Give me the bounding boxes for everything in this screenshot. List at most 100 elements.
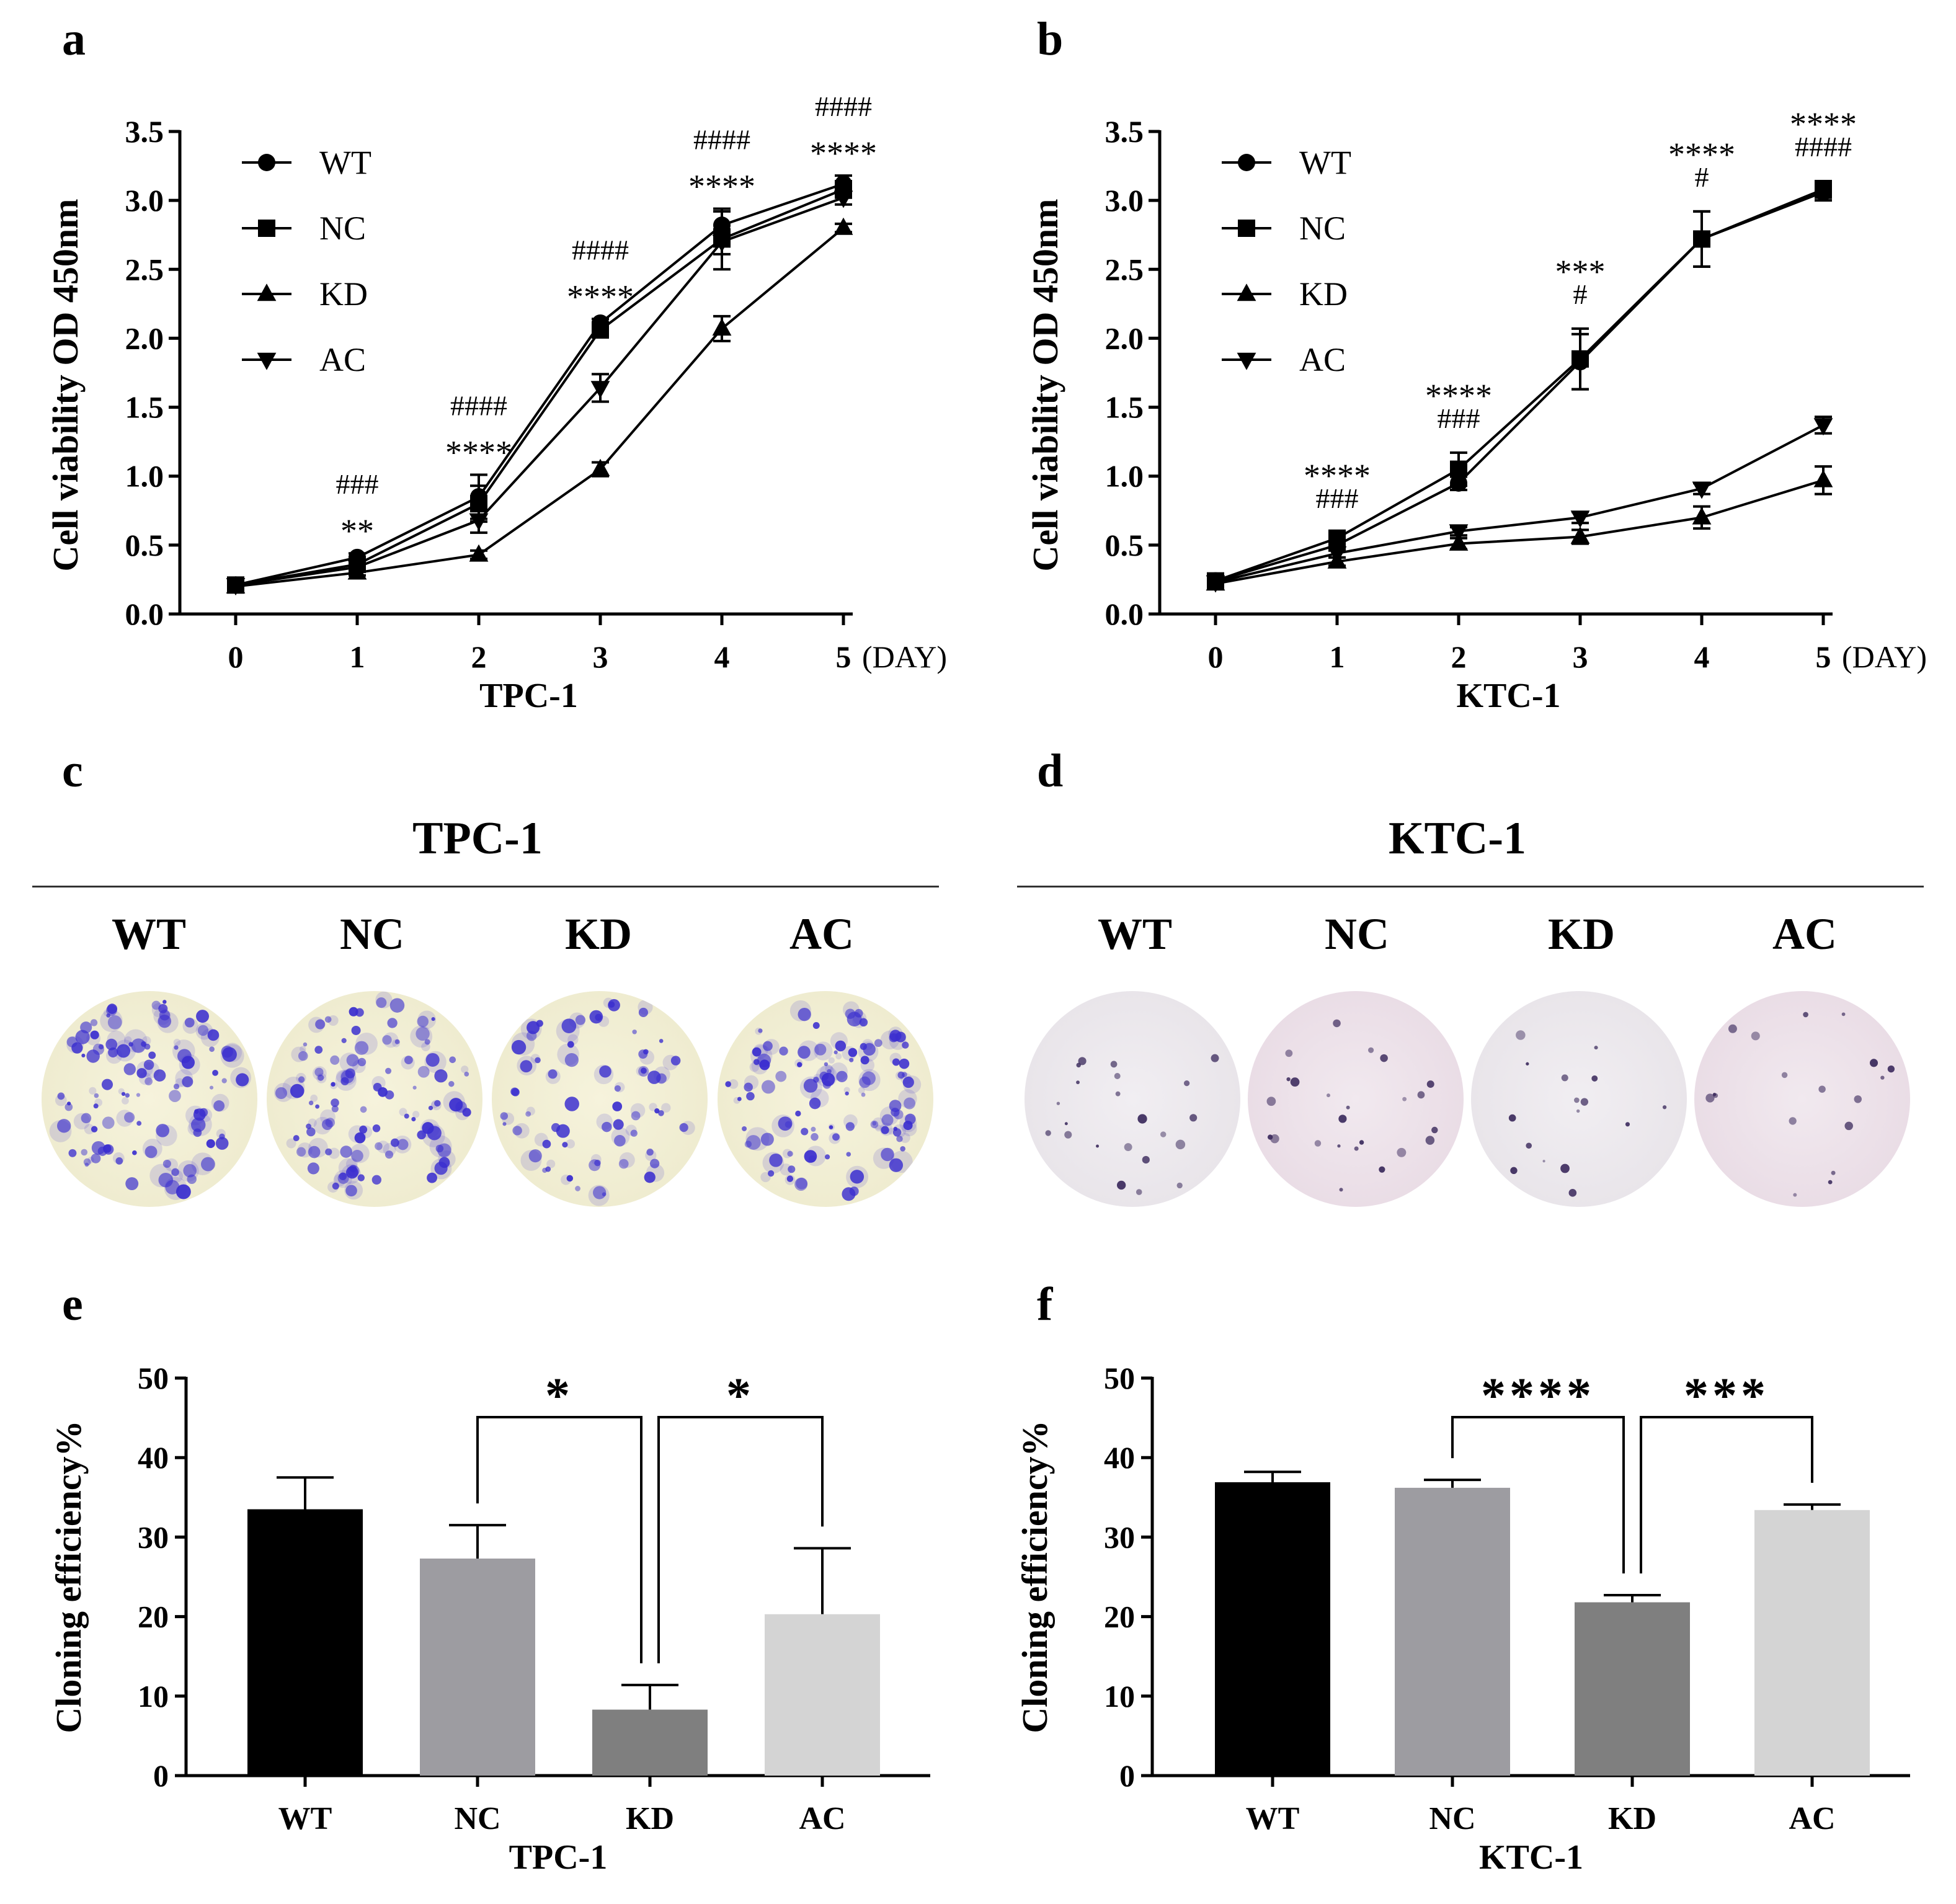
significance-label-e: * (726, 1369, 755, 1423)
y-tick-label-a: 2.5 (125, 252, 164, 287)
colony (812, 1022, 820, 1029)
legend-marker-b-nc (1238, 220, 1255, 237)
x-tick-label-b: 0 (1208, 639, 1224, 674)
colony (1594, 1046, 1598, 1050)
y-tick-label-b: 3.0 (1105, 183, 1144, 218)
colony (758, 1028, 763, 1033)
colony (548, 1069, 558, 1079)
significance-star-a: **** (445, 434, 512, 471)
colony (900, 1146, 905, 1152)
colony-halo (829, 1062, 848, 1081)
data-point-b-nc (1328, 529, 1346, 547)
colony (103, 1144, 112, 1153)
series-line-a-ac (235, 196, 844, 587)
colony-halo (546, 1159, 556, 1168)
colony (659, 1039, 664, 1043)
colony-halo (614, 1082, 625, 1093)
colony (215, 1137, 229, 1150)
colony-halo (118, 1088, 125, 1095)
y-tick-label-f: 30 (1104, 1519, 1135, 1554)
colony (654, 1108, 660, 1114)
bar-e-ac (765, 1614, 880, 1776)
colony-halo (420, 1119, 440, 1139)
colony-halo (567, 1034, 579, 1045)
colony-dots (500, 997, 695, 1206)
colony (171, 1168, 179, 1177)
x-tick-label-b: 3 (1573, 639, 1588, 674)
x-tick-label-e-nc: NC (454, 1801, 500, 1836)
colony (1625, 1122, 1630, 1127)
colony-halo (858, 1069, 881, 1092)
colony (1115, 1091, 1121, 1097)
colony (1591, 1075, 1598, 1082)
colony (354, 1132, 366, 1144)
data-point-a-nc (227, 576, 244, 594)
colony-halo (66, 1036, 84, 1054)
colony (1425, 1136, 1435, 1145)
series-line-b-kd (1215, 479, 1824, 585)
colony (136, 1121, 142, 1126)
colony (341, 1038, 347, 1043)
bar-f-ac (1754, 1510, 1870, 1776)
colony (892, 1058, 900, 1066)
colony (1561, 1074, 1568, 1082)
colony-halo (142, 1139, 162, 1159)
colony (889, 1158, 904, 1172)
colony-plate-ktc1-kd (1471, 991, 1687, 1207)
colony-halo (843, 1087, 850, 1093)
y-tick-label-f: 40 (1104, 1440, 1135, 1475)
colony (222, 1047, 237, 1062)
colony-halo (175, 1078, 185, 1088)
colony-halo (603, 997, 614, 1008)
data-point-b-wt (1328, 536, 1346, 554)
bar-e-kd (592, 1709, 708, 1776)
legend-marker-b-kd (1237, 283, 1256, 301)
colony (889, 1100, 902, 1112)
colony (745, 1135, 761, 1150)
colony-halo (842, 1046, 856, 1061)
colony (641, 1067, 647, 1074)
colony (1887, 1065, 1895, 1073)
colony (528, 1149, 542, 1163)
data-point-a-wt (835, 175, 852, 193)
colony-halo (829, 1132, 841, 1144)
colony-halo (424, 1051, 447, 1074)
colony (897, 1071, 905, 1079)
colony-halo (639, 1049, 655, 1065)
colony-halo (661, 1103, 671, 1113)
colony (314, 1067, 324, 1077)
colony (630, 1129, 638, 1137)
colony (314, 1046, 323, 1054)
colony-halo (116, 1110, 133, 1127)
colony (1781, 1072, 1788, 1079)
colony (761, 1080, 775, 1094)
y-tick-label-e: 40 (138, 1440, 169, 1475)
colony (136, 1093, 141, 1097)
colony-plate-ktc1-nc (1248, 991, 1464, 1207)
colony-halo (376, 1141, 389, 1154)
colony (566, 1175, 574, 1182)
colony-halo (330, 1082, 337, 1090)
colony-halo (828, 1123, 835, 1131)
colony (1542, 1160, 1545, 1163)
colony (144, 1146, 158, 1159)
colony-halo (327, 1015, 339, 1026)
colony (796, 1177, 808, 1190)
colony (757, 1053, 771, 1067)
x-axis-label-f: KTC-1 (1479, 1838, 1583, 1877)
colony (779, 1046, 788, 1056)
colony-halo (73, 1113, 91, 1130)
colony (760, 1132, 774, 1146)
x-tick-label-e-ac: AC (799, 1801, 845, 1836)
colony (1705, 1093, 1715, 1103)
colony-halo (780, 1163, 792, 1176)
colony-halo (316, 1073, 327, 1083)
colony (1713, 1093, 1718, 1098)
colony-halo (383, 1032, 399, 1048)
colony-halo (763, 1039, 780, 1055)
data-point-b-kd (1206, 573, 1225, 591)
colony (679, 1123, 688, 1132)
colony (1175, 1139, 1186, 1150)
data-point-b-ac (1206, 575, 1225, 593)
colony-halo (785, 1175, 796, 1185)
